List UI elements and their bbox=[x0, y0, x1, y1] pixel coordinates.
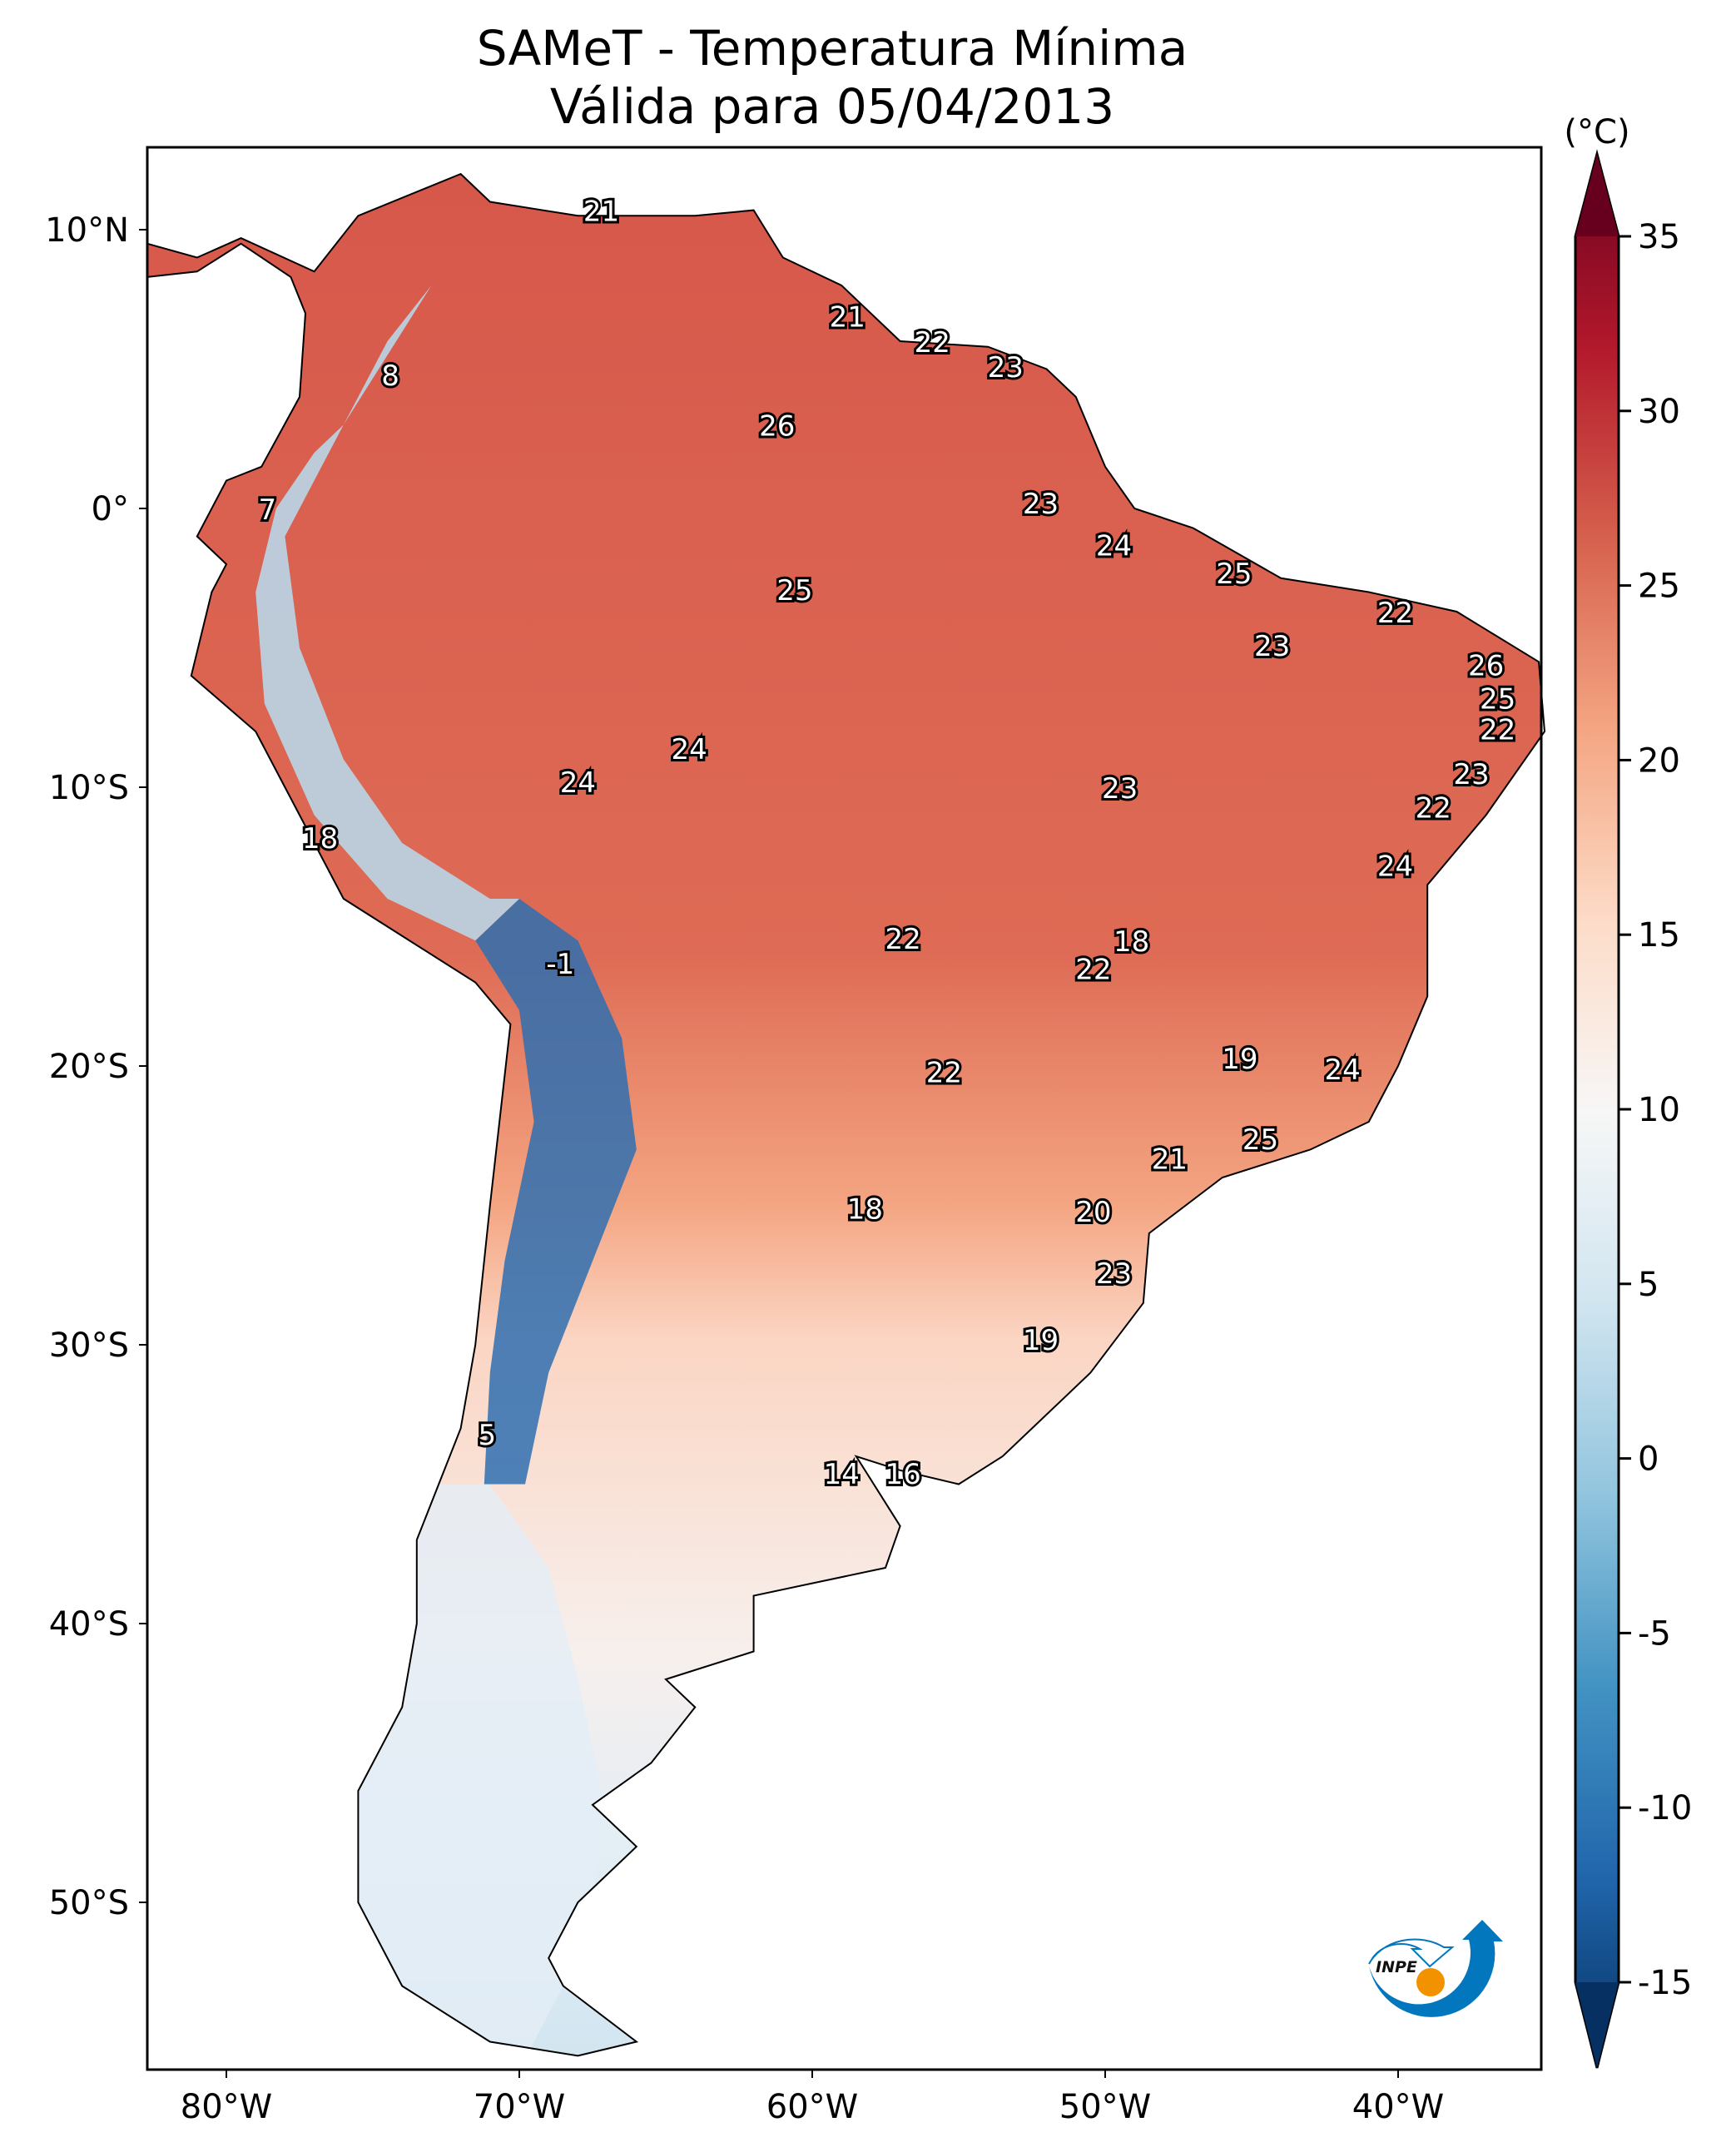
station-label: 22 bbox=[1075, 954, 1111, 987]
station-label: 23 bbox=[1096, 1257, 1132, 1291]
station-label: 25 bbox=[1242, 1123, 1278, 1157]
station-label: 24 bbox=[1377, 850, 1413, 884]
colorbar-bar bbox=[1574, 149, 1620, 2069]
station-label: 18 bbox=[847, 1193, 883, 1227]
station-label: -1 bbox=[546, 948, 574, 981]
station-label: 7 bbox=[258, 493, 276, 527]
colorbar: (°C) 35 30 25 20 15 10 5 0 -5 -10 -15 bbox=[1564, 113, 1692, 2069]
station-label: 24 bbox=[1096, 529, 1132, 563]
lon-tick-label: 40°W bbox=[1352, 2088, 1444, 2126]
lon-tick-label: 50°W bbox=[1059, 2088, 1151, 2126]
station-label: 25 bbox=[1216, 558, 1252, 591]
station-label: 23 bbox=[1453, 758, 1489, 791]
map-subtitle: Válida para 05/04/2013 bbox=[550, 78, 1114, 135]
station-label: 5 bbox=[478, 1419, 496, 1452]
colorbar-tick-label: 0 bbox=[1638, 1440, 1659, 1479]
colorbar-tick-label: -15 bbox=[1638, 1964, 1692, 2002]
station-label: 22 bbox=[885, 923, 920, 956]
station-label: 20 bbox=[1075, 1196, 1111, 1229]
logo-text: INPE bbox=[1376, 1958, 1417, 1976]
station-labels: 2187262122232324252522232625222322242424… bbox=[255, 192, 1518, 1494]
colorbar-tick-label: -10 bbox=[1638, 1789, 1692, 1827]
station-label: 24 bbox=[672, 733, 707, 766]
lat-tick-label: 10°N bbox=[45, 211, 129, 250]
station-label: 24 bbox=[560, 766, 596, 800]
station-label: 26 bbox=[1468, 649, 1504, 682]
station-label: 23 bbox=[1023, 488, 1059, 521]
station-label: 14 bbox=[824, 1458, 860, 1491]
lat-tick-label: 50°S bbox=[49, 1884, 129, 1922]
station-label: 21 bbox=[1152, 1143, 1188, 1176]
station-label: 22 bbox=[1377, 597, 1413, 630]
station-label: 21 bbox=[583, 195, 619, 228]
colorbar-tick-label: 10 bbox=[1638, 1091, 1680, 1129]
lon-tick-label: 70°W bbox=[474, 2088, 565, 2126]
coastline bbox=[146, 172, 1546, 2057]
colorbar-tick-label: 25 bbox=[1638, 568, 1680, 606]
map-frame bbox=[146, 146, 1543, 2071]
inpe-logo: INPE bbox=[1368, 1920, 1503, 2017]
colorbar-tick-label: 35 bbox=[1638, 218, 1680, 256]
station-label: 18 bbox=[302, 822, 338, 855]
station-label: 22 bbox=[1416, 791, 1451, 825]
axis-ticks: 80°W 70°W 60°W 50°W 40°W 10°N 0° 10°S 20°S 30°S 40… bbox=[45, 211, 1444, 2126]
colorbar-extend-min bbox=[1575, 1982, 1619, 2068]
colorbar-unit: (°C) bbox=[1564, 113, 1629, 151]
station-label: 26 bbox=[759, 409, 795, 443]
northern-andes-cool-region bbox=[255, 285, 519, 941]
lat-tick-label: 20°S bbox=[49, 1048, 129, 1086]
station-label: 23 bbox=[1102, 772, 1138, 806]
colorbar-tick-label: 5 bbox=[1638, 1266, 1659, 1304]
lon-tick-label: 80°W bbox=[181, 2088, 272, 2126]
station-label: 22 bbox=[915, 326, 950, 359]
colorbar-tick-label: -5 bbox=[1638, 1614, 1671, 1653]
station-label: 16 bbox=[885, 1458, 920, 1491]
station-label: 19 bbox=[1222, 1043, 1257, 1076]
lon-tick-label: 60°W bbox=[766, 2088, 858, 2126]
station-label: 19 bbox=[1023, 1324, 1059, 1357]
lat-tick-label: 40°S bbox=[49, 1605, 129, 1644]
map-title: SAMeT - Temperatura Mínima bbox=[477, 20, 1188, 77]
colorbar-tick-label: 20 bbox=[1638, 741, 1680, 780]
lat-tick-label: 0° bbox=[92, 490, 129, 528]
station-label: 21 bbox=[830, 301, 866, 335]
lat-tick-label: 30°S bbox=[49, 1326, 129, 1365]
station-label: 22 bbox=[926, 1057, 962, 1090]
station-label: 24 bbox=[1324, 1054, 1360, 1087]
station-label: 23 bbox=[988, 351, 1024, 384]
andes-cold-region bbox=[475, 899, 637, 1485]
lat-tick-label: 10°S bbox=[49, 769, 129, 807]
station-label: 25 bbox=[776, 574, 812, 607]
station-label: 25 bbox=[1480, 683, 1515, 717]
colorbar-tick-label: 30 bbox=[1638, 393, 1680, 431]
station-label: 22 bbox=[1480, 714, 1515, 747]
map-area: 2187262122232324252522232625222322242424… bbox=[146, 146, 1546, 2071]
station-label: 23 bbox=[1254, 630, 1290, 663]
station-label: 18 bbox=[1114, 925, 1149, 959]
station-label: 8 bbox=[381, 359, 399, 393]
colorbar-tick-label: 15 bbox=[1638, 916, 1680, 955]
colorbar-extend-max bbox=[1575, 154, 1619, 236]
